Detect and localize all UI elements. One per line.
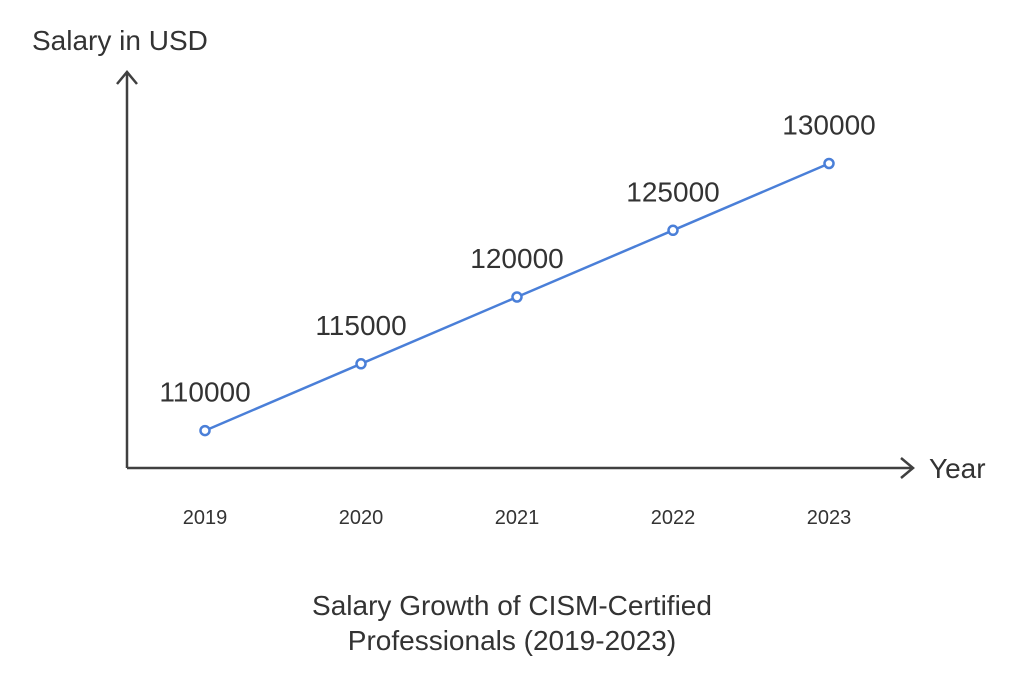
y-axis-title: Salary in USD [32, 25, 208, 56]
data-label-2023: 130000 [782, 110, 875, 141]
y-axis-arrow [116, 70, 138, 85]
data-label-2022: 125000 [626, 176, 719, 207]
data-label-2021: 120000 [470, 243, 563, 274]
data-point-2022 [667, 224, 679, 237]
chart-marks: 2019 2020 2021 2022 2023 110000 115000 120000 12… [159, 110, 875, 530]
x-tick-label-2020: 2020 [339, 507, 384, 529]
data-point-2019 [199, 424, 211, 437]
data-label-2019: 110000 [159, 377, 250, 408]
chart-title-line-2: Professionals (2019-2023) [348, 625, 676, 656]
x-tick-label-2019: 2019 [183, 507, 228, 529]
data-point-2020 [355, 358, 367, 370]
data-point-2021 [511, 291, 523, 303]
x-tick-label-2022: 2022 [651, 507, 696, 529]
data-point-2023 [823, 157, 835, 170]
x-tick-label-2023: 2023 [807, 507, 852, 529]
data-label-2020: 115000 [315, 310, 406, 341]
x-axis-title: Year [929, 453, 986, 484]
x-tick-label-2021: 2021 [495, 507, 540, 529]
x-axis-arrow [900, 457, 915, 479]
chart-title-line-1: Salary Growth of CISM-Certified [312, 590, 712, 621]
